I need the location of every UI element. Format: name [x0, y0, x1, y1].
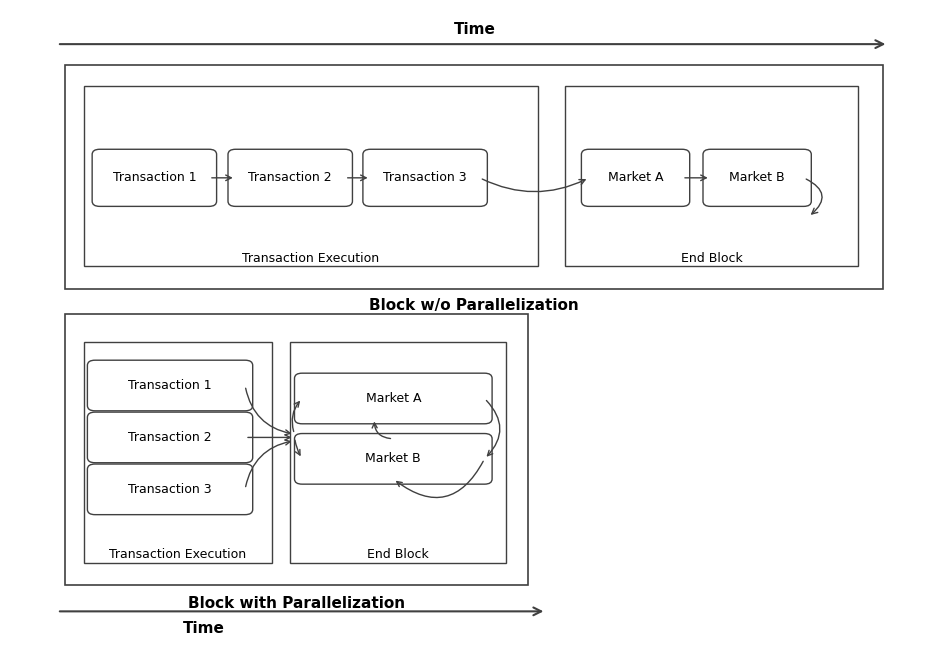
- Text: End Block: End Block: [367, 548, 429, 561]
- Bar: [65, 314, 528, 585]
- FancyBboxPatch shape: [87, 464, 253, 515]
- FancyBboxPatch shape: [363, 149, 487, 206]
- Text: Transaction 3: Transaction 3: [383, 171, 467, 184]
- Text: Transaction 1: Transaction 1: [112, 171, 197, 184]
- FancyBboxPatch shape: [87, 360, 253, 411]
- Bar: [84, 86, 538, 266]
- FancyBboxPatch shape: [294, 434, 492, 484]
- FancyBboxPatch shape: [92, 149, 217, 206]
- Bar: [565, 86, 858, 266]
- Text: Time: Time: [454, 21, 496, 37]
- Text: Transaction 1: Transaction 1: [128, 379, 212, 392]
- Text: Transaction 3: Transaction 3: [128, 483, 212, 496]
- Text: Transaction 2: Transaction 2: [128, 431, 212, 444]
- Text: Market A: Market A: [366, 392, 421, 405]
- Text: Block with Parallelization: Block with Parallelization: [188, 596, 405, 611]
- Bar: [84, 342, 272, 563]
- Text: Market B: Market B: [730, 171, 785, 184]
- FancyBboxPatch shape: [581, 149, 690, 206]
- FancyBboxPatch shape: [294, 373, 492, 424]
- Text: Transaction 2: Transaction 2: [248, 171, 332, 184]
- Text: Time: Time: [183, 620, 225, 636]
- FancyBboxPatch shape: [87, 412, 253, 463]
- FancyBboxPatch shape: [703, 149, 811, 206]
- Text: End Block: End Block: [680, 252, 743, 265]
- Text: Block w/o Parallelization: Block w/o Parallelization: [370, 297, 579, 313]
- Text: Market B: Market B: [366, 452, 421, 465]
- Bar: [290, 342, 506, 563]
- Text: Market A: Market A: [608, 171, 663, 184]
- Bar: [65, 65, 884, 289]
- Text: Transaction Execution: Transaction Execution: [242, 252, 379, 265]
- FancyBboxPatch shape: [228, 149, 352, 206]
- Text: Transaction Execution: Transaction Execution: [109, 548, 246, 561]
